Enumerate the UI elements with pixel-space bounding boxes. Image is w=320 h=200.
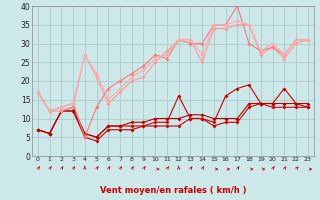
Text: Vent moyen/en rafales ( km/h ): Vent moyen/en rafales ( km/h ): [100, 186, 246, 195]
